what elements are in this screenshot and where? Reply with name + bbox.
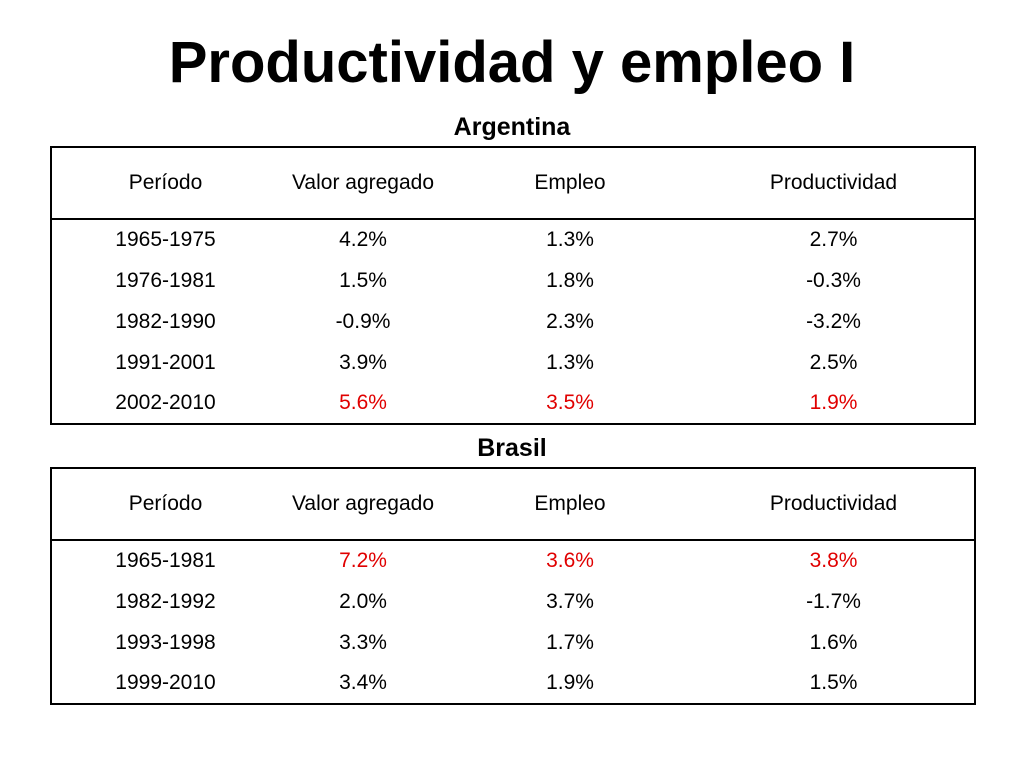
cell-periodo: 1993-1998 [115, 630, 216, 654]
cell-empleo: 1.3% [546, 228, 594, 251]
page-title: Productividad y empleo I [168, 30, 856, 95]
table-row: 1982-1990 -0.9% 2.3% -3.2% [51, 301, 975, 342]
cell-empleo: 3.7% [546, 589, 594, 613]
column-header-empleo: Empleo [447, 147, 693, 220]
cell-valor-agregado: 2.0% [339, 589, 387, 613]
cell-valor-agregado: 3.3% [339, 630, 387, 654]
cell-empleo: 1.8% [546, 268, 594, 292]
cell-productividad: 3.8% [809, 549, 858, 572]
argentina-table: Período Valor agregado Empleo Productivi… [50, 146, 976, 425]
cell-productividad: -1.7% [806, 589, 861, 613]
cell-periodo: 1982-1992 [115, 589, 216, 613]
cell-productividad: 2.7% [809, 228, 858, 251]
table-row: 1982-1992 2.0% 3.7% -1.7% [51, 581, 975, 622]
cell-valor-agregado: 3.9% [339, 350, 387, 374]
cell-empleo: 2.3% [546, 309, 594, 333]
argentina-heading: Argentina [453, 113, 571, 141]
cell-periodo: 1991-2001 [115, 350, 216, 374]
cell-empleo: 1.9% [546, 671, 594, 694]
column-header-periodo: Período [51, 468, 279, 541]
cell-empleo: 1.7% [546, 630, 594, 654]
cell-periodo: 1965-1981 [115, 549, 216, 572]
cell-valor-agregado: 1.5% [339, 268, 387, 292]
cell-productividad: -0.3% [806, 268, 861, 292]
brasil-table: Período Valor agregado Empleo Productivi… [50, 467, 976, 705]
cell-periodo: 2002-2010 [115, 391, 216, 414]
cell-productividad: -3.2% [806, 309, 861, 333]
cell-valor-agregado: 4.2% [339, 228, 387, 251]
table-row: 1999-2010 3.4% 1.9% 1.5% [51, 663, 975, 704]
cell-periodo: 1965-1975 [115, 228, 216, 251]
cell-valor-agregado: 5.6% [339, 391, 387, 414]
table-row: 1991-2001 3.9% 1.3% 2.5% [51, 342, 975, 383]
table-header-row: Período Valor agregado Empleo Productivi… [51, 468, 975, 541]
column-header-valor-agregado: Valor agregado [279, 468, 447, 541]
column-header-valor-agregado: Valor agregado [279, 147, 447, 220]
table-row: 1976-1981 1.5% 1.8% -0.3% [51, 260, 975, 301]
brasil-heading: Brasil [477, 434, 547, 462]
column-header-productividad: Productividad [693, 147, 975, 220]
table-row: 1993-1998 3.3% 1.7% 1.6% [51, 622, 975, 663]
table-row: 2002-2010 5.6% 3.5% 1.9% [51, 383, 975, 424]
table-row: 1965-1975 4.2% 1.3% 2.7% [51, 219, 975, 260]
column-header-periodo: Período [51, 147, 279, 220]
cell-empleo: 3.6% [546, 549, 594, 572]
cell-valor-agregado: -0.9% [335, 309, 391, 333]
table-row: 1965-1981 7.2% 3.6% 3.8% [51, 540, 975, 581]
cell-empleo: 3.5% [546, 391, 594, 414]
cell-periodo: 1999-2010 [115, 671, 216, 694]
cell-valor-agregado: 7.2% [339, 549, 387, 572]
cell-productividad: 1.5% [809, 671, 858, 694]
table-header-row: Período Valor agregado Empleo Productivi… [51, 147, 975, 220]
column-header-empleo: Empleo [447, 468, 693, 541]
cell-productividad: 1.6% [809, 630, 858, 654]
cell-productividad: 2.5% [809, 350, 858, 374]
column-header-productividad: Productividad [693, 468, 975, 541]
cell-periodo: 1976-1981 [115, 268, 216, 292]
cell-productividad: 1.9% [809, 391, 858, 414]
cell-empleo: 1.3% [546, 350, 594, 374]
cell-valor-agregado: 3.4% [339, 671, 387, 694]
cell-periodo: 1982-1990 [115, 309, 216, 333]
